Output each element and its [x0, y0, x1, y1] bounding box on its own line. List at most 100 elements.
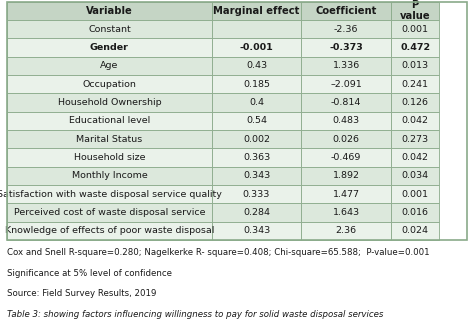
Text: Household size: Household size	[73, 153, 145, 162]
Text: -2.36: -2.36	[334, 25, 358, 34]
Text: 0.026: 0.026	[333, 135, 360, 144]
Text: 0.042: 0.042	[401, 153, 428, 162]
Bar	[212, 167, 301, 185]
Text: 0.43: 0.43	[246, 62, 267, 70]
Text: 2.36: 2.36	[336, 226, 357, 236]
Bar	[301, 185, 391, 203]
Text: 0.284: 0.284	[243, 208, 270, 217]
Text: Marginal effect: Marginal effect	[213, 6, 300, 16]
Text: Satisfaction with waste disposal service quality: Satisfaction with waste disposal service…	[0, 190, 222, 199]
Bar	[391, 130, 439, 148]
Bar	[301, 130, 391, 148]
Bar	[212, 57, 301, 75]
Bar	[212, 130, 301, 148]
Text: 0.126: 0.126	[401, 98, 428, 107]
Bar	[212, 38, 301, 57]
Bar	[7, 130, 212, 148]
Text: 0.042: 0.042	[401, 116, 428, 125]
Text: 0.002: 0.002	[243, 135, 270, 144]
Text: Cox and Snell R-square=0.280; Nagelkerke R- square=0.408; Chi-square=65.588;  P-: Cox and Snell R-square=0.280; Nagelkerke…	[7, 248, 430, 257]
Bar	[301, 167, 391, 185]
Text: 1.892: 1.892	[333, 171, 360, 180]
Text: 0.024: 0.024	[401, 226, 428, 236]
Text: 0.333: 0.333	[243, 190, 270, 199]
Bar	[212, 148, 301, 167]
Text: 0.001: 0.001	[401, 25, 428, 34]
Bar	[212, 222, 301, 240]
Bar	[391, 222, 439, 240]
Text: Perceived cost of waste disposal service: Perceived cost of waste disposal service	[14, 208, 205, 217]
Bar	[301, 75, 391, 93]
Text: Coefficient: Coefficient	[316, 6, 377, 16]
Text: Marital Status: Marital Status	[76, 135, 143, 144]
Text: Significance at 5% level of confidence: Significance at 5% level of confidence	[7, 269, 172, 278]
Text: 0.343: 0.343	[243, 171, 270, 180]
Bar	[391, 75, 439, 93]
Bar	[7, 167, 212, 185]
Text: Constant: Constant	[88, 25, 131, 34]
Bar	[212, 93, 301, 112]
Bar	[301, 112, 391, 130]
Bar	[391, 38, 439, 57]
Text: Household Ownership: Household Ownership	[58, 98, 161, 107]
Bar	[301, 2, 391, 20]
Bar	[7, 148, 212, 167]
Text: 0.363: 0.363	[243, 153, 270, 162]
Text: -0.469: -0.469	[331, 153, 361, 162]
Bar	[212, 203, 301, 222]
Text: -0.001: -0.001	[240, 43, 273, 52]
Bar	[7, 2, 467, 240]
Text: P
value: P value	[400, 0, 430, 21]
Bar	[301, 57, 391, 75]
Text: Variable: Variable	[86, 6, 133, 16]
Bar	[7, 75, 212, 93]
Text: -0.373: -0.373	[329, 43, 363, 52]
Text: Educational level: Educational level	[69, 116, 150, 125]
Text: 0.016: 0.016	[401, 208, 428, 217]
Text: Age: Age	[100, 62, 118, 70]
Text: 0.472: 0.472	[400, 43, 430, 52]
Bar	[391, 203, 439, 222]
Text: 1.477: 1.477	[333, 190, 360, 199]
Bar	[7, 57, 212, 75]
Bar	[212, 185, 301, 203]
Text: Monthly Income: Monthly Income	[72, 171, 147, 180]
Text: 1.336: 1.336	[333, 62, 360, 70]
Bar	[301, 20, 391, 38]
Text: Occupation: Occupation	[82, 80, 137, 89]
Bar	[391, 2, 439, 20]
Bar	[391, 112, 439, 130]
Bar	[212, 20, 301, 38]
Bar	[391, 148, 439, 167]
Text: Gender: Gender	[90, 43, 129, 52]
Text: 0.185: 0.185	[243, 80, 270, 89]
Bar	[391, 57, 439, 75]
Bar	[7, 20, 212, 38]
Bar	[212, 112, 301, 130]
Bar	[7, 185, 212, 203]
Bar	[391, 20, 439, 38]
Bar	[7, 203, 212, 222]
Bar	[7, 222, 212, 240]
Bar	[7, 93, 212, 112]
Text: –2.091: –2.091	[330, 80, 362, 89]
Text: 0.273: 0.273	[401, 135, 428, 144]
Bar	[391, 185, 439, 203]
Text: 0.483: 0.483	[333, 116, 360, 125]
Bar	[301, 148, 391, 167]
Text: 0.013: 0.013	[401, 62, 428, 70]
Bar	[391, 167, 439, 185]
Text: 0.4: 0.4	[249, 98, 264, 107]
Bar	[391, 93, 439, 112]
Text: -0.814: -0.814	[331, 98, 361, 107]
Bar	[301, 203, 391, 222]
Bar	[212, 75, 301, 93]
Text: 0.54: 0.54	[246, 116, 267, 125]
Text: 1.643: 1.643	[333, 208, 360, 217]
Text: 0.343: 0.343	[243, 226, 270, 236]
Bar	[301, 93, 391, 112]
Text: 0.241: 0.241	[401, 80, 428, 89]
Bar	[7, 38, 212, 57]
Bar	[301, 38, 391, 57]
Text: Table 3: showing factors influencing willingness to pay for solid waste disposal: Table 3: showing factors influencing wil…	[7, 310, 383, 318]
